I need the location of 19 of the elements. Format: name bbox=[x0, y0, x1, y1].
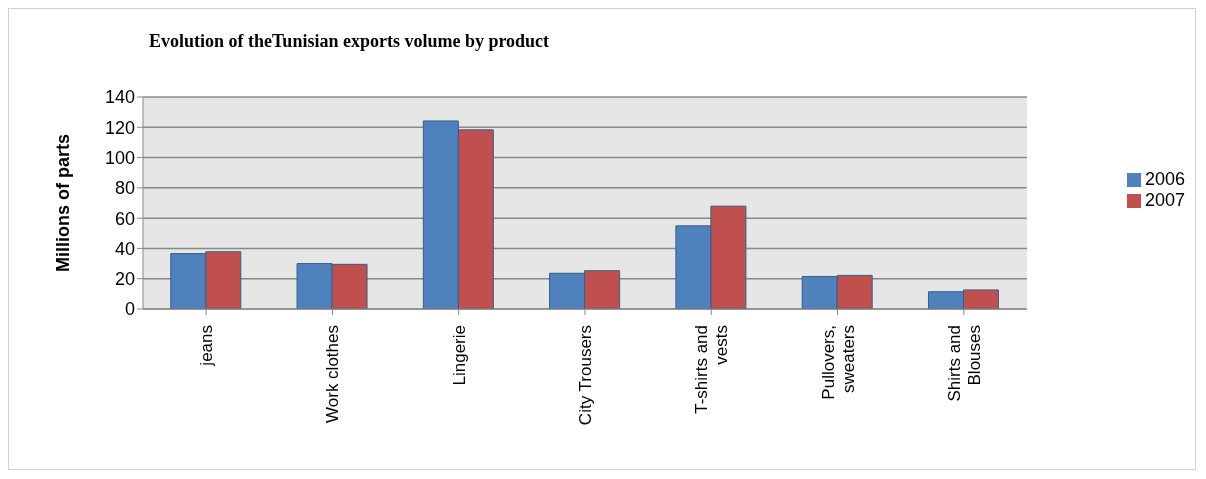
x-tick-label: T-shirts and vests bbox=[692, 325, 732, 414]
x-tick-label: jeans bbox=[197, 325, 217, 367]
y-tick-label: 80 bbox=[114, 178, 135, 199]
chart-title: Evolution of theTunisian exports volume by product bbox=[149, 31, 550, 52]
y-tick-label: 20 bbox=[114, 269, 135, 290]
y-tick-label: 60 bbox=[114, 208, 135, 229]
y-tick-label: 100 bbox=[104, 147, 135, 168]
y-tick-label: 40 bbox=[114, 238, 135, 259]
y-tick-label: 140 bbox=[104, 87, 135, 108]
y-axis-title: Millions of parts bbox=[53, 133, 74, 273]
y-tick-label: 0 bbox=[124, 299, 135, 320]
legend-label: 2006 bbox=[1144, 169, 1185, 189]
x-tick-label: Pullovers, sweaters bbox=[818, 325, 858, 400]
x-tick-label: Work clothes bbox=[323, 325, 343, 423]
x-tick-label: City Trousers bbox=[575, 325, 595, 426]
legend-label: 2007 bbox=[1144, 190, 1185, 210]
x-tick-label: Shirts and Blouses bbox=[944, 325, 984, 402]
y-tick-label: 120 bbox=[104, 117, 135, 138]
x-tick-label: Lingerie bbox=[449, 325, 469, 386]
